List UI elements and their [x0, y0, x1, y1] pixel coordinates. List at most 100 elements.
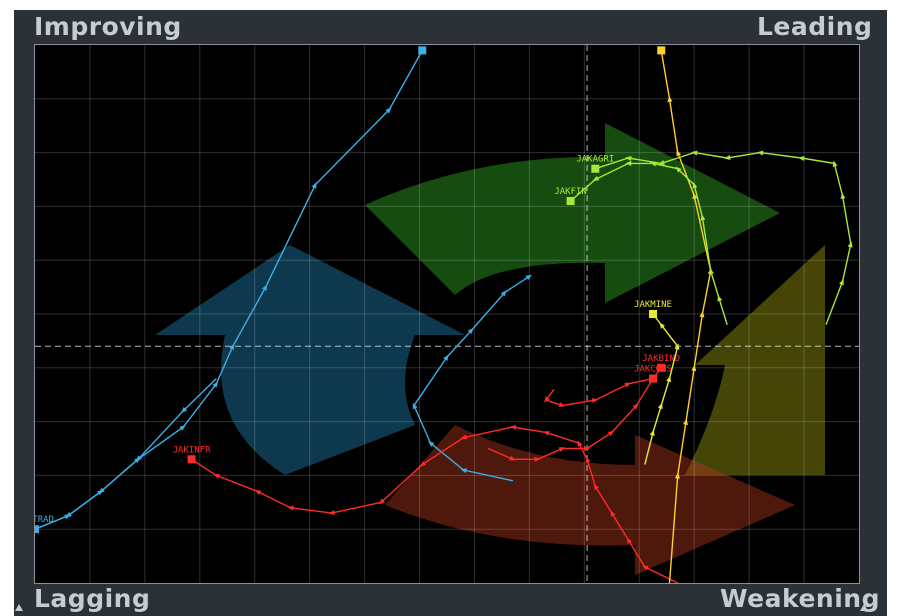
series-jakinfr-trail-point	[577, 440, 583, 447]
corner-marker-right	[860, 604, 868, 611]
series-jakinfr-trail-point	[593, 483, 599, 491]
series-jakmind-label: JAKMIND	[642, 45, 680, 46]
series-jaktrad-extra-trail-point	[443, 354, 449, 361]
series-jakagri-head-marker	[591, 164, 600, 173]
series-jakcons-trail-point	[591, 398, 599, 404]
series-jakagri-trail-point	[832, 160, 838, 167]
series-jaktrad-extra-trail-point	[500, 290, 507, 297]
series-jakinfr-trail-point	[213, 474, 221, 479]
rotation-arrow-weakening	[685, 245, 825, 475]
series-jakagri-label: JAKAGRI	[576, 155, 614, 165]
series-jakbind-head-marker	[657, 363, 666, 372]
rotation-arrow-lagging	[385, 425, 795, 575]
series-jaktrad-extra-trail-point	[467, 327, 474, 335]
series-jaktrad-extra-trail-point	[428, 441, 435, 447]
series-jakinfr-trail-point	[626, 537, 632, 544]
series-jakcons-trail-point	[558, 402, 566, 407]
series-jakinfr-trail-point	[509, 425, 517, 430]
series-jakbind-trail-point	[632, 403, 639, 410]
series-jaktrad-trail-point	[135, 455, 142, 462]
window-edge	[887, 10, 897, 616]
series-jakinfr-label: JAKINFR	[173, 445, 212, 455]
series-jaktrad-trail-point	[181, 406, 188, 413]
quadrant-label-lagging: Lagging	[34, 584, 151, 613]
series-jakagri-trail-point	[691, 150, 698, 156]
series-jakbind-trail-point	[558, 447, 566, 452]
series-jakmind-trail-point	[676, 149, 682, 157]
series-jakagri-trail-point	[625, 156, 632, 161]
series-jakinfr-trail-point	[610, 510, 616, 517]
series-jakinfr-trail-point	[460, 434, 467, 440]
series-jakagri-trail-point	[847, 241, 853, 248]
series-jakmind-trail-point	[683, 418, 689, 425]
quadrant-label-weakening: Weakening	[720, 584, 880, 613]
series-jakprop-trail-point	[385, 107, 392, 114]
series-jakbind-trail-point	[607, 430, 615, 437]
series-jakagri-trail-point	[658, 160, 665, 165]
series-jaktrad-trail-point	[65, 512, 72, 518]
series-jakcons-label: JAKCONS	[634, 365, 672, 375]
series-jaktrad-extra-trail	[413, 275, 530, 482]
series-jakfin-trail-point	[700, 214, 706, 221]
series-jakagri-trail	[595, 151, 852, 326]
series-jakagri-trail-point	[840, 192, 846, 199]
series-jakmine-trail-point	[674, 343, 680, 350]
series-jakinfr-head-marker	[187, 455, 196, 464]
series-jakfin-head-marker	[566, 197, 575, 206]
series-jakfin-trail-point	[692, 181, 698, 189]
series-jakinfr-trail-point	[642, 565, 649, 571]
series-jakmind-trail	[660, 50, 712, 583]
series-jakagri-trail-point	[798, 156, 805, 161]
series-jakprop-label: JAKPROP	[403, 45, 442, 46]
series-jakinfr-trail-point	[287, 505, 294, 511]
series-jakcons-head-marker	[649, 374, 657, 383]
series-jakmind-trail-point	[674, 472, 680, 479]
series-jakmine-trail-point	[657, 402, 663, 410]
series-jakinfr-trail-point	[419, 460, 427, 467]
series-jakmind-trail-point	[699, 311, 705, 318]
series-jakfin-label: JAKFIN	[554, 187, 587, 197]
series-jakfin-trail-point	[625, 160, 632, 166]
series-jakmine-trail-point	[659, 322, 666, 329]
series-jakprop-trail-point	[262, 284, 268, 291]
quadrant-label-leading: Leading	[757, 12, 873, 41]
series-jakbind-trail-point	[509, 455, 516, 461]
series-jakmine-head-marker	[649, 310, 657, 318]
series-jakinfr-trail-point	[543, 430, 550, 436]
series-jaktrad-trail-point	[98, 487, 105, 494]
series-jakinfr-trail-point	[585, 456, 591, 463]
series-jakmind-head-marker	[657, 46, 666, 55]
rotation-arrow-improving	[155, 245, 465, 475]
series-jakprop-trail-point	[179, 425, 186, 431]
series-jakmine-trail-point	[666, 375, 672, 383]
series-jaktrad-extra-trail-point	[412, 402, 418, 410]
series-jakmind-trail-point	[691, 364, 697, 372]
quadrant-label-improving: Improving	[34, 12, 182, 41]
series-jaktrad-extra-trail-point	[460, 468, 467, 474]
series-jakprop-trail-point	[311, 182, 317, 189]
series-jakfin-trail-point	[717, 295, 723, 302]
series-jakinfr-trail-point	[254, 490, 262, 496]
series-jakinfr-trail-point	[328, 510, 336, 515]
series-jakmine-label: JAKMINE	[634, 300, 672, 310]
rotation-arrow-leading	[365, 123, 780, 303]
series-jakbind-label: JAKBIND	[642, 354, 680, 364]
series-jakprop-trail-point	[212, 381, 219, 388]
series-jakprop-head-marker	[418, 46, 427, 55]
series-jakinfr-trail-point	[378, 498, 386, 505]
series-jakagri-trail-point	[724, 155, 731, 160]
series-jakbind-trail-point	[534, 456, 541, 462]
series-jakfin-trail-point	[709, 268, 714, 275]
series-jaktrad-extra-trail-point	[525, 274, 532, 281]
series-jaktrad-label: JAKTRAD	[35, 515, 54, 525]
series-jakbind-trail-point	[584, 446, 591, 451]
series-jaktrad-trail	[35, 378, 217, 530]
series-jakagri-trail-point	[757, 150, 764, 156]
series-jakcons-trail-point	[624, 382, 631, 388]
series-jakfin-trail-point	[592, 175, 600, 181]
series-jakmind-trail-point	[692, 192, 698, 200]
series-jakcons-trail	[544, 377, 654, 407]
